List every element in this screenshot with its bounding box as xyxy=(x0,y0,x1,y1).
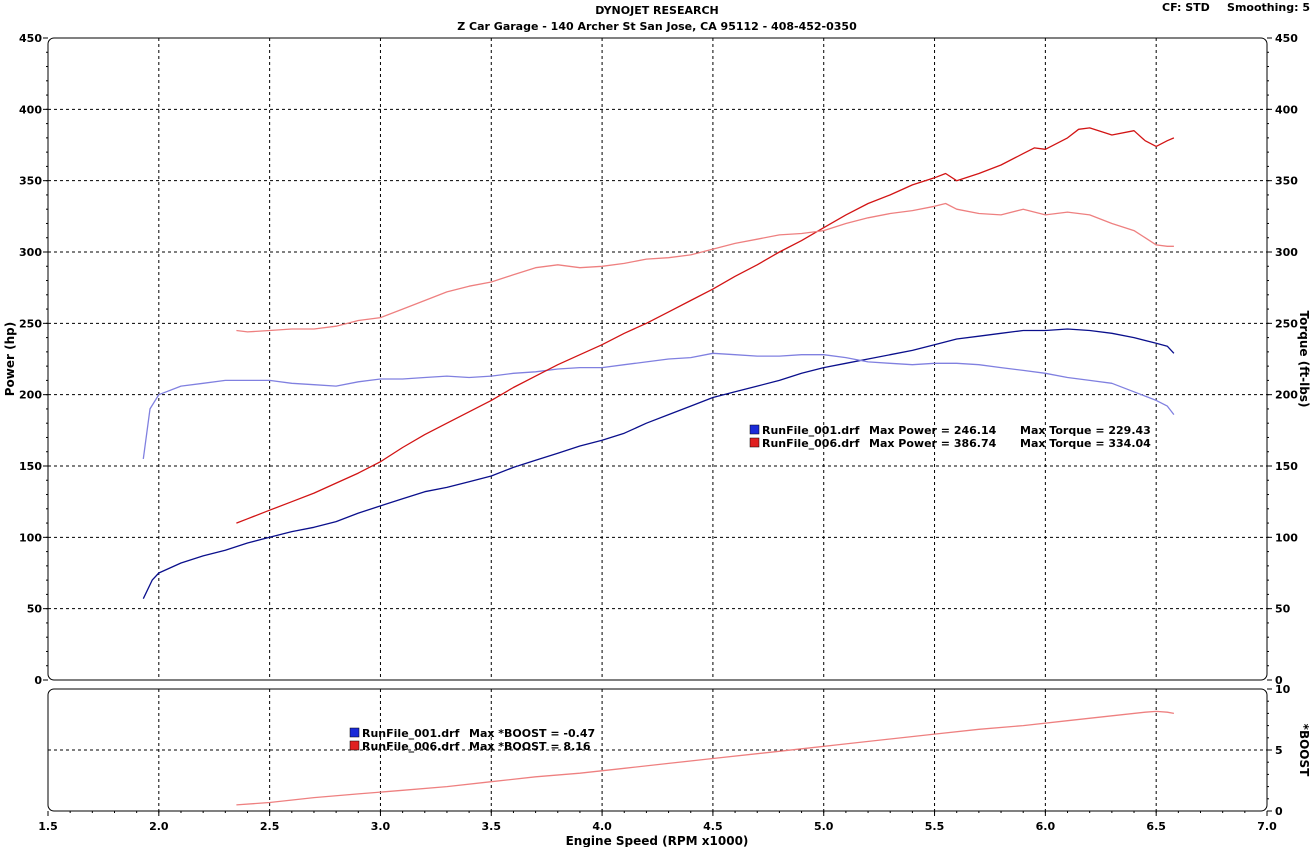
y-tick-label-left: 100 xyxy=(19,531,42,544)
y-tick-label-right: 450 xyxy=(1275,32,1298,45)
legend-torque-run1: Max Torque = 229.43 xyxy=(1020,424,1151,437)
series-line-run6_power xyxy=(236,127,1175,524)
y-tick-label-left: 300 xyxy=(19,246,42,259)
y-tick-label-left: 50 xyxy=(27,603,43,616)
legend-torque-run6: Max Torque = 334.04 xyxy=(1020,437,1151,450)
legend-file-run6: RunFile_006.drf xyxy=(762,437,860,450)
y-tick-label-right: 50 xyxy=(1275,603,1291,616)
boost-legend-swatch-run1 xyxy=(349,727,360,738)
y-tick-label-right: 200 xyxy=(1275,389,1298,402)
y-axis-title-right: Torque (ft-lbs) xyxy=(1297,311,1311,408)
x-tick-label: 3.5 xyxy=(482,820,502,833)
legend-swatch-run1 xyxy=(749,424,760,435)
y-tick-label-right: 350 xyxy=(1275,175,1298,188)
boost-grid xyxy=(48,689,1267,811)
x-tick-label: 6.0 xyxy=(1036,820,1056,833)
y-tick-label-left: 200 xyxy=(19,389,42,402)
y-tick-label-right: 400 xyxy=(1275,103,1298,116)
series-line-run1_torque xyxy=(142,352,1175,459)
y-tick-label-left: 450 xyxy=(19,32,42,45)
boost-legend-file-run1: RunFile_001.drf xyxy=(362,727,460,740)
series-line-run6_boost xyxy=(236,710,1175,806)
chart-title: DYNOJET RESEARCH xyxy=(595,4,718,17)
x-tick-label: 2.5 xyxy=(260,820,280,833)
y-axis-title-left: Power (hp) xyxy=(3,322,17,396)
boost-axis-title-right: *BOOST xyxy=(1297,724,1311,777)
chart-subtitle: Z Car Garage - 140 Archer St San Jose, C… xyxy=(457,20,857,33)
x-tick-label: 4.5 xyxy=(703,820,723,833)
main-legend: RunFile_001.drf Max Power = 246.14 Max T… xyxy=(749,424,1151,450)
main-plot-frame xyxy=(47,37,1268,681)
legend-swatch-run6 xyxy=(749,437,760,448)
smoothing-label: Smoothing: 5 xyxy=(1227,1,1310,14)
y-tick-label-left: 400 xyxy=(19,103,42,116)
y-tick-label-left: 250 xyxy=(19,317,42,330)
boost-y-ticks: 0 5 10 xyxy=(1267,683,1291,818)
series-line-run1_power xyxy=(142,328,1175,599)
x-tick-label: 7.0 xyxy=(1257,820,1277,833)
y-tick-label-right: 250 xyxy=(1275,317,1298,330)
boost-legend-file-run6: RunFile_006.drf xyxy=(362,740,460,753)
x-tick-label: 6.5 xyxy=(1146,820,1166,833)
main-series xyxy=(142,127,1175,599)
boost-y-tick-label: 5 xyxy=(1275,744,1283,757)
x-axis-ticks: 1.5 2.0 2.5 3.0 3.5 4.0 4.5 5.0 5.5 6.0 6.5 7.0 xyxy=(38,811,1277,833)
legend-power-run6: Max Power = 386.74 xyxy=(869,437,997,450)
x-tick-label: 5.5 xyxy=(925,820,945,833)
boost-series xyxy=(236,710,1175,806)
boost-legend: RunFile_001.drf Max *BOOST = -0.47 RunFi… xyxy=(349,727,595,753)
y-tick-label-right: 150 xyxy=(1275,460,1298,473)
series-line-run6_torque xyxy=(236,202,1174,333)
main-y-ticks: 0 0 50 50 100 100 150 150 200 200 250 250 300 300 350 3… xyxy=(19,32,1298,687)
legend-power-run1: Max Power = 246.14 xyxy=(869,424,997,437)
x-axis-title: Engine Speed (RPM x1000) xyxy=(566,834,749,847)
y-tick-label-right: 300 xyxy=(1275,246,1298,259)
x-tick-label: 3.0 xyxy=(371,820,391,833)
main-grid xyxy=(48,38,1267,680)
x-tick-label: 1.5 xyxy=(38,820,58,833)
boost-legend-value-run1: Max *BOOST = -0.47 xyxy=(469,727,595,740)
boost-y-tick-label: 10 xyxy=(1275,683,1291,696)
x-tick-label: 4.0 xyxy=(592,820,612,833)
correction-factor-label: CF: STD xyxy=(1162,1,1210,14)
y-tick-label-right: 100 xyxy=(1275,531,1298,544)
boost-legend-value-run6: Max *BOOST = 8.16 xyxy=(469,740,591,753)
y-tick-label-left: 150 xyxy=(19,460,42,473)
y-tick-label-left: 350 xyxy=(19,175,42,188)
x-tick-label: 5.0 xyxy=(814,820,834,833)
x-tick-label: 2.0 xyxy=(149,820,169,833)
y-tick-label-right: 0 xyxy=(1275,674,1283,687)
boost-legend-swatch-run6 xyxy=(349,740,360,751)
boost-y-tick-label: 0 xyxy=(1275,805,1283,818)
y-tick-label-left: 0 xyxy=(34,674,42,687)
legend-file-run1: RunFile_001.drf xyxy=(762,424,860,437)
